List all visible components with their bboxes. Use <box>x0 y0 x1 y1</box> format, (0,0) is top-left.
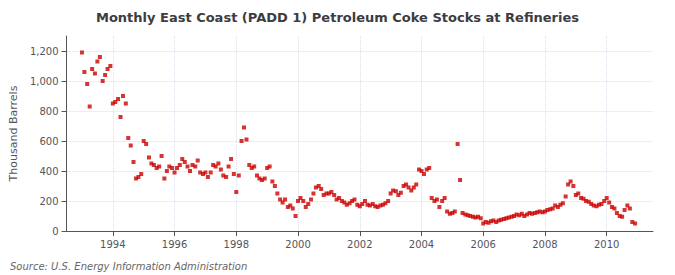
svg-text:400: 400 <box>39 166 58 177</box>
svg-text:1996: 1996 <box>162 239 187 250</box>
svg-text:2000: 2000 <box>285 239 310 250</box>
svg-text:2006: 2006 <box>471 239 496 250</box>
svg-text:0: 0 <box>52 226 58 237</box>
svg-text:1994: 1994 <box>100 239 125 250</box>
svg-text:2008: 2008 <box>532 239 557 250</box>
svg-text:200: 200 <box>39 196 58 207</box>
svg-text:2002: 2002 <box>347 239 372 250</box>
svg-text:1,200: 1,200 <box>30 46 59 57</box>
svg-text:600: 600 <box>39 136 58 147</box>
svg-text:2004: 2004 <box>409 239 434 250</box>
svg-text:Monthly East Coast (PADD 1) Pe: Monthly East Coast (PADD 1) Petroleum Co… <box>96 10 579 25</box>
svg-text:Source: U.S. Energy Informatio: Source: U.S. Energy Information Administ… <box>10 261 247 272</box>
svg-text:2010: 2010 <box>594 239 619 250</box>
svg-text:1,000: 1,000 <box>30 76 59 87</box>
svg-text:Thousand Barrels: Thousand Barrels <box>7 85 20 182</box>
svg-text:1998: 1998 <box>224 239 249 250</box>
svg-text:800: 800 <box>39 106 58 117</box>
